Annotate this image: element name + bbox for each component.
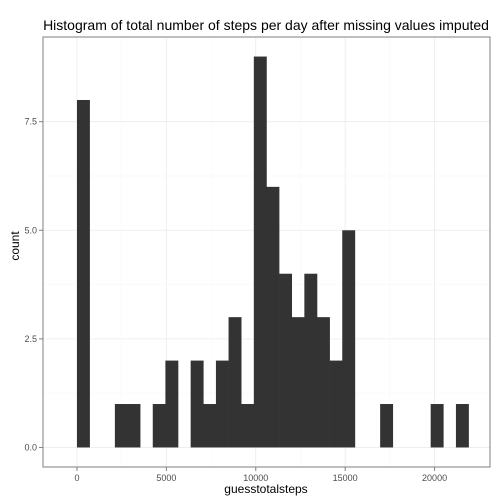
y-axis-title: count (8, 231, 22, 261)
histogram-bar (203, 404, 217, 448)
histogram-bar (253, 56, 267, 448)
panel-border (42, 36, 491, 468)
histogram-bar (316, 317, 330, 448)
histogram-bars (76, 56, 469, 448)
histogram-bar (241, 404, 255, 448)
histogram-bar (279, 273, 293, 448)
y-tick-label: 2.5 (24, 334, 37, 344)
histogram-bar (215, 360, 229, 448)
x-tick-label: 20000 (422, 473, 447, 483)
x-axis: 0 5000 10000 15000 20000 (74, 467, 447, 483)
histogram-bar (342, 230, 356, 448)
histogram-bar (228, 317, 242, 448)
histogram-bar (152, 404, 166, 448)
histogram-bar (190, 360, 204, 448)
histogram-bar (114, 404, 128, 448)
y-axis: 0.0 2.5 5.0 7.5 (24, 117, 43, 452)
x-tick-label: 0 (74, 473, 79, 483)
chart-title: Histogram of total number of steps per d… (43, 17, 489, 33)
histogram-bar (430, 404, 444, 448)
histogram-bar (329, 360, 343, 448)
histogram-bar (127, 404, 141, 448)
x-tick-label: 15000 (333, 473, 358, 483)
histogram-bar (165, 360, 179, 448)
histogram-bar (455, 404, 469, 448)
x-tick-label: 5000 (156, 473, 176, 483)
x-axis-title: guesstotalsteps (224, 482, 307, 496)
histogram-bar (266, 186, 280, 448)
y-tick-label: 5.0 (24, 225, 37, 235)
histogram-bar (304, 273, 318, 448)
histogram-bar (291, 317, 305, 448)
x-tick-label: 10000 (243, 473, 268, 483)
histogram-bar (76, 99, 90, 448)
y-tick-label: 7.5 (24, 117, 37, 127)
histogram-bar (380, 404, 394, 448)
y-tick-label: 0.0 (24, 442, 37, 452)
